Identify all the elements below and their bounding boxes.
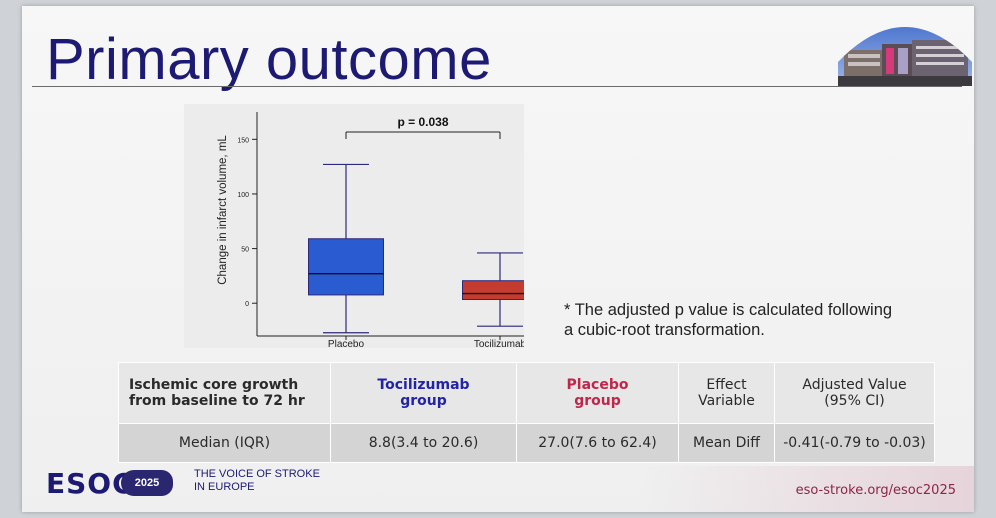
y-tick-label: 100 xyxy=(237,192,249,199)
header-effect-line-2: Variable xyxy=(698,393,755,409)
table-row: Median (IQR) 8.8(3.4 to 20.6) 27.0(7.6 t… xyxy=(118,423,935,463)
header-outcome-line-1: Ischemic core growth xyxy=(129,377,299,393)
x-tick-label-placebo: Placebo xyxy=(328,339,365,348)
header-tocilizumab-line-1: Tocilizumab xyxy=(377,377,470,393)
footnote-line-2: a cubic-root transformation. xyxy=(564,321,765,339)
cell-adjusted: -0.41(-0.79 to -0.03) xyxy=(774,423,935,463)
header-outcome: Ischemic core growth from baseline to 72… xyxy=(118,362,331,424)
cell-placebo: 27.0(7.6 to 62.4) xyxy=(516,423,679,463)
box-plot: 0 50 100 150 Change in infarct volume, mL Pla… xyxy=(217,112,524,348)
header-adjusted-line-1: Adjusted Value xyxy=(802,377,907,393)
conference-url: eso-stroke.org/esoc2025 xyxy=(795,483,956,498)
footer-logo-group: ESOC 2025 THE VOICE OF STROKE IN EUROPE xyxy=(46,466,346,502)
venue-photo-icon xyxy=(838,27,972,86)
p-value-annotation: p = 0.038 xyxy=(397,115,448,129)
table-header-row: Ischemic core growth from baseline to 72… xyxy=(118,362,935,424)
cell-measure: Median (IQR) xyxy=(118,423,331,463)
esoc-logo: ESOC xyxy=(46,467,134,500)
placebo-box xyxy=(308,238,384,296)
tagline-line-2: IN EUROPE xyxy=(194,481,255,493)
header-adjusted-line-2: (95% CI) xyxy=(824,393,885,409)
title-divider xyxy=(32,86,962,87)
header-effect-variable: Effect Variable xyxy=(678,362,775,424)
slide: Primary outcome 0 50 100 150 Change in infa xyxy=(22,6,974,512)
tagline-line-1: THE VOICE OF STROKE xyxy=(194,468,320,480)
footnote-line-1: * The adjusted p value is calculated fol… xyxy=(564,301,893,319)
esoc-year: 2025 xyxy=(134,477,160,489)
footer-band xyxy=(644,466,974,512)
header-placebo: Placebo group xyxy=(516,362,679,424)
header-tocilizumab: Tocilizumab group xyxy=(330,362,517,424)
header-tocilizumab-line-2: group xyxy=(400,393,447,409)
footnote: * The adjusted p value is calculated fol… xyxy=(564,300,944,340)
y-axis-label: Change in infarct volume, mL xyxy=(217,135,229,285)
cell-tocilizumab: 8.8(3.4 to 20.6) xyxy=(330,423,517,463)
esoc-year-badge: 2025 xyxy=(121,470,173,496)
cell-effect: Mean Diff xyxy=(678,423,775,463)
header-outcome-line-2: from baseline to 72 hr xyxy=(129,393,305,409)
x-tick-label-tocilizumab: Tocilizumab xyxy=(474,339,524,348)
header-adjusted-value: Adjusted Value (95% CI) xyxy=(774,362,935,424)
results-table: Ischemic core growth from baseline to 72… xyxy=(118,362,935,463)
header-effect-line-1: Effect xyxy=(706,377,747,393)
tocilizumab-box xyxy=(462,280,524,301)
header-placebo-line-1: Placebo xyxy=(566,377,629,393)
page-title: Primary outcome xyxy=(46,27,492,92)
y-tick-label: 0 xyxy=(245,301,249,308)
y-tick-label: 150 xyxy=(237,137,249,144)
header-placebo-line-2: group xyxy=(574,393,621,409)
tagline: THE VOICE OF STROKE IN EUROPE xyxy=(194,468,344,494)
y-tick-label: 50 xyxy=(241,247,249,254)
box-plot-panel: 0 50 100 150 Change in infarct volume, mL Pla… xyxy=(184,104,524,348)
